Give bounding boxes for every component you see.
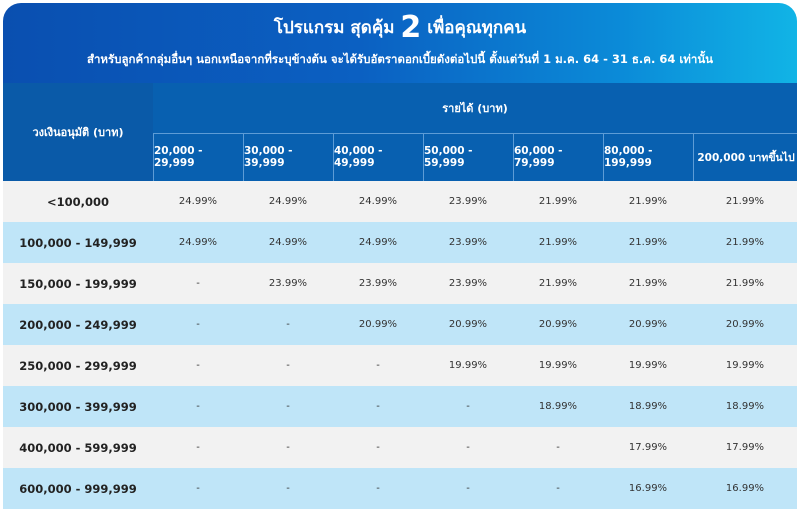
rate-cell: - (196, 483, 200, 494)
table-row: 150,000 - 199,999 - 23.99% 23.99% 23.99% 21.9… (3, 263, 797, 304)
income-column-header: 50,000 - 59,999 (423, 133, 514, 181)
credit-limit-label: 150,000 - 199,999 (19, 276, 137, 291)
rate-cell: - (196, 319, 200, 330)
table-row: <100,000 24.99% 24.99% 24.99% 23.99% 21.99% 21… (3, 181, 797, 222)
rate-cell: 21.99% (628, 196, 668, 207)
rate-cell: - (376, 360, 380, 371)
rate-cell: 16.99% (725, 483, 765, 494)
rate-cell: 24.99% (178, 237, 218, 248)
table-row: 600,000 - 999,999 - - - - - 16.99% 16.99% (3, 468, 797, 509)
rate-cell: 19.99% (725, 360, 765, 371)
rate-cell: - (196, 278, 200, 289)
rate-cell: - (196, 442, 200, 453)
promo-title: โปรแกรม สุดคุ้ม 2 เพื่อคุณทุกคน (3, 11, 797, 45)
table-row: 400,000 - 599,999 - - - - - 17.99% 17.99% (3, 427, 797, 468)
income-column-header: 80,000 - 199,999 (603, 133, 694, 181)
rate-cell: 24.99% (178, 196, 218, 207)
rate-cell: 23.99% (358, 278, 398, 289)
rate-cell: 20.99% (538, 319, 578, 330)
income-column-header: 200,000 บาทขึ้นไป (693, 133, 797, 181)
promo-title-number: 2 (400, 10, 422, 45)
table-row: 200,000 - 249,999 - - 20.99% 20.99% 20.99% 20.… (3, 304, 797, 345)
rate-cell: 17.99% (725, 442, 765, 453)
rate-cell: 23.99% (448, 196, 488, 207)
credit-limit-label: 300,000 - 399,999 (19, 399, 137, 414)
rate-cell: 21.99% (725, 278, 765, 289)
rate-cell: - (376, 442, 380, 453)
income-group-header: รายได้ (บาท) (153, 83, 797, 134)
promo-banner: โปรแกรม สุดคุ้ม 2 เพื่อคุณทุกคน สำหรับลูกค… (3, 3, 797, 83)
rate-cell: 21.99% (628, 237, 668, 248)
rate-cell: - (556, 442, 560, 453)
rate-cell: - (286, 360, 290, 371)
rate-cell: 19.99% (628, 360, 668, 371)
credit-limit-label: 100,000 - 149,999 (19, 235, 137, 250)
rate-cell: 23.99% (448, 278, 488, 289)
rate-cell: - (196, 401, 200, 412)
income-column-header: 60,000 - 79,999 (513, 133, 604, 181)
promo-subtitle: สำหรับลูกค้ากลุ่มอื่นๆ นอกเหนือจากที่ระบ… (86, 52, 714, 66)
rate-cell: 19.99% (448, 360, 488, 371)
income-column-header: 30,000 - 39,999 (243, 133, 334, 181)
rate-cell: 21.99% (538, 237, 578, 248)
rate-cell: 23.99% (448, 237, 488, 248)
rate-cell: 23.99% (268, 278, 308, 289)
credit-limit-label: 600,000 - 999,999 (19, 481, 137, 496)
rate-cell: 24.99% (358, 196, 398, 207)
rate-cell: 16.99% (628, 483, 668, 494)
rate-cell: 20.99% (725, 319, 765, 330)
rate-cell: 24.99% (268, 196, 308, 207)
table-row: 300,000 - 399,999 - - - - 18.99% 18.99% 18.99% (3, 386, 797, 427)
rate-cell: - (196, 360, 200, 371)
credit-limit-label: 200,000 - 249,999 (19, 317, 137, 332)
rate-cell: 24.99% (358, 237, 398, 248)
rate-cell: - (286, 319, 290, 330)
credit-limit-label: 400,000 - 599,999 (19, 440, 137, 455)
rate-cell: 17.99% (628, 442, 668, 453)
rate-cell: 21.99% (538, 278, 578, 289)
rate-cell: 18.99% (538, 401, 578, 412)
promo-rate-panel: โปรแกรม สุดคุ้ม 2 เพื่อคุณทุกคน สำหรับลูกค… (3, 3, 797, 510)
rate-cell: 19.99% (538, 360, 578, 371)
rate-cell: - (466, 401, 470, 412)
rate-cell: - (376, 401, 380, 412)
credit-limit-header: วงเงินอนุมัติ (บาท) (3, 83, 153, 181)
table-row: 100,000 - 149,999 24.99% 24.99% 24.99% 23.99… (3, 222, 797, 263)
rate-cell: 21.99% (628, 278, 668, 289)
income-column-header: 40,000 - 49,999 (333, 133, 424, 181)
rate-cell: - (466, 483, 470, 494)
rate-cell: 24.99% (268, 237, 308, 248)
rate-cell: - (376, 483, 380, 494)
rate-cell: 21.99% (538, 196, 578, 207)
rate-cell: - (286, 401, 290, 412)
income-column-header: 20,000 - 29,999 (153, 133, 244, 181)
rate-cell: - (286, 442, 290, 453)
table-header: วงเงินอนุมัติ (บาท) รายได้ (บาท) 20,000 … (3, 83, 797, 181)
rate-cell: 18.99% (628, 401, 668, 412)
credit-limit-label: <100,000 (46, 194, 109, 209)
rate-cell: 20.99% (448, 319, 488, 330)
rate-cell: - (556, 483, 560, 494)
rate-cell: 18.99% (725, 401, 765, 412)
rate-cell: 20.99% (358, 319, 398, 330)
promo-title-suffix: เพื่อคุณทุกคน (427, 18, 527, 38)
rate-cell: 21.99% (725, 196, 765, 207)
rate-cell: - (286, 483, 290, 494)
table-row: 250,000 - 299,999 - - - 19.99% 19.99% 19.99% 19… (3, 345, 797, 386)
rate-cell: 20.99% (628, 319, 668, 330)
rate-cell: - (466, 442, 470, 453)
rate-cell: 21.99% (725, 237, 765, 248)
promo-title-prefix: โปรแกรม สุดคุ้ม (273, 18, 395, 38)
credit-limit-label: 250,000 - 299,999 (19, 358, 137, 373)
